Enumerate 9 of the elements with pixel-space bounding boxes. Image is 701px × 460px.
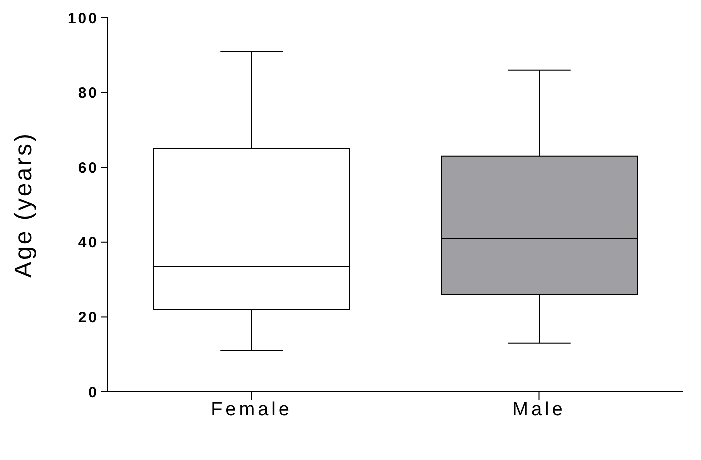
y-tick-label: 80 [78, 85, 99, 102]
y-tick-label: 0 [88, 384, 99, 402]
y-tick-label: 20 [78, 310, 99, 327]
x-tick-label: Female [211, 399, 292, 420]
y-axis-title: Age (years) [10, 132, 38, 278]
y-tick-label: 40 [78, 234, 99, 252]
y-tick-label: 60 [78, 160, 99, 177]
y-tick-label: 100 [68, 10, 99, 28]
x-tick-label: Male [512, 399, 566, 420]
